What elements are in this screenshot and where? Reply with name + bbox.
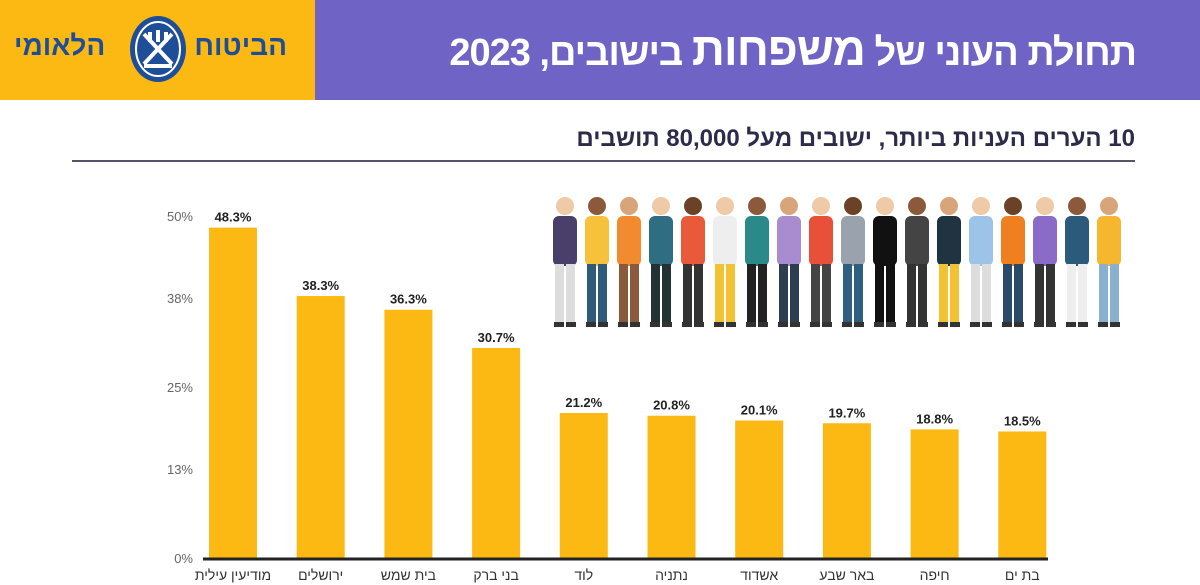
data-label: 21.2% <box>565 395 602 410</box>
y-tick-label: 50% <box>167 209 193 224</box>
x-tick-label: באר שבע <box>819 567 874 583</box>
person-figure <box>777 197 801 327</box>
y-tick-label: 0% <box>174 551 193 566</box>
person-figure <box>553 197 577 327</box>
x-tick-label: ירושלים <box>298 567 343 583</box>
person-figure <box>841 197 865 327</box>
person-figure <box>937 197 961 327</box>
person-figure <box>713 197 737 327</box>
person-figure <box>1001 197 1025 327</box>
x-tick-label: בני ברק <box>473 567 518 583</box>
person-figure <box>969 197 993 327</box>
title-part-1: תחולת העוני של <box>874 32 1137 74</box>
data-label: 19.7% <box>828 405 865 420</box>
person-figure <box>745 197 769 327</box>
page-title: תחולת העוני של משפחות בישובים, 2023 <box>449 22 1137 76</box>
data-label: 30.7% <box>478 330 515 345</box>
logo-text-left: הלאומי <box>14 30 106 61</box>
bar <box>472 348 521 558</box>
bar <box>910 429 959 558</box>
data-label: 20.8% <box>653 398 690 413</box>
x-tick-label: חיפה <box>920 567 950 583</box>
data-label: 38.3% <box>302 278 339 293</box>
person-figure <box>905 197 929 327</box>
data-label: 20.1% <box>741 403 778 418</box>
person-figure <box>1033 197 1057 327</box>
national-insurance-logo-icon <box>130 16 186 82</box>
bar <box>822 423 871 558</box>
person-figure <box>873 197 897 327</box>
bar <box>559 412 608 558</box>
person-figure <box>1097 197 1121 327</box>
data-label: 36.3% <box>390 292 427 307</box>
title-part-2: בישובים, 2023 <box>449 32 683 74</box>
x-tick-label: נתניה <box>655 567 688 583</box>
person-figure <box>681 197 705 327</box>
logo-area: הביטוח הלאומי <box>0 0 315 100</box>
person-figure <box>585 197 609 327</box>
chart-title: 10 הערים העניות ביותר, ישובים מעל 80,000… <box>576 125 1135 152</box>
data-label: 18.8% <box>916 411 953 426</box>
data-label: 18.5% <box>1004 413 1041 428</box>
bar <box>384 309 433 558</box>
title-divider <box>72 160 1135 162</box>
bar <box>296 296 345 558</box>
bar <box>998 431 1047 558</box>
x-tick-label: מודיעין עילית <box>195 567 271 583</box>
y-tick-label: 38% <box>167 291 193 306</box>
people-illustration <box>553 197 1121 327</box>
x-tick-label: לוד <box>574 567 593 583</box>
x-tick-label: בית שמש <box>381 567 436 583</box>
title-emphasis: משפחות <box>691 23 866 75</box>
x-tick-label: אשדוד <box>740 567 778 583</box>
data-label: 48.3% <box>215 210 252 225</box>
person-figure <box>809 197 833 327</box>
y-tick-label: 13% <box>167 462 193 477</box>
y-tick-label: 25% <box>167 380 193 395</box>
person-figure <box>1065 197 1089 327</box>
person-figure <box>617 197 641 327</box>
x-tick-label: בת ים <box>1005 567 1040 583</box>
person-figure <box>649 197 673 327</box>
bar <box>647 415 696 558</box>
logo-text-right: הביטוח <box>194 30 287 61</box>
title-banner: תחולת העוני של משפחות בישובים, 2023 <box>315 0 1200 100</box>
bar <box>209 227 257 559</box>
bar <box>735 420 784 558</box>
